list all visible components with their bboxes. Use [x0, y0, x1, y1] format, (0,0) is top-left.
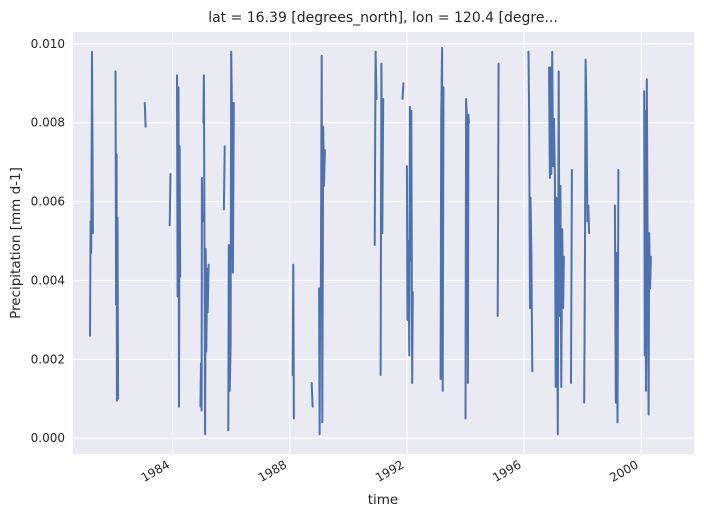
series-line-segment: [227, 50, 235, 432]
series-line-segment: [379, 62, 385, 377]
series-line-segment: [176, 74, 182, 408]
series-line-segment: [168, 173, 172, 227]
series-line-segment: [401, 82, 405, 100]
series-line-segment: [318, 54, 326, 436]
y-tick-label: 0.010: [31, 37, 65, 51]
y-tick-label: 0.004: [31, 273, 65, 287]
series-line-segment: [613, 169, 620, 424]
series-line-segment: [143, 102, 147, 128]
series-line-segment: [464, 98, 470, 420]
series-line-segment: [548, 50, 565, 436]
x-tick-label: 1988: [256, 457, 289, 484]
series-line-segment: [643, 78, 652, 416]
y-tick-label: 0.002: [31, 352, 65, 366]
chart-title: lat = 16.39 [degrees_north], lon = 120.4…: [208, 10, 558, 26]
series-line-segment: [373, 50, 378, 246]
series-line-segment: [583, 58, 591, 404]
plot-area: [73, 32, 694, 454]
series-line-segment: [114, 70, 120, 402]
y-tick-labels: 0.000 0.002 0.004 0.006 0.008 0.010: [31, 37, 65, 445]
y-tick-label: 0.000: [31, 431, 65, 445]
y-tick-label: 0.006: [31, 195, 65, 209]
series-line-segment: [527, 50, 534, 373]
x-tick-label: 1984: [139, 457, 172, 484]
series-layer: [89, 46, 652, 436]
x-tick-labels: 1984 1988 1992 1996 2000: [139, 457, 641, 484]
x-tick-label: 2000: [607, 457, 640, 484]
series-line-segment: [496, 62, 500, 317]
series-line-segment: [89, 50, 94, 337]
series-line-segment: [405, 105, 414, 384]
series-line-segment: [291, 263, 295, 420]
series-line-segment: [310, 382, 314, 408]
x-tick-label: 1996: [490, 457, 523, 484]
series-line-segment: [570, 169, 573, 384]
y-axis-label: Precipitation [mm d-1]: [8, 167, 24, 319]
series-line-segment: [202, 74, 210, 436]
series-line-segment: [222, 145, 226, 211]
x-tick-label: 1992: [373, 457, 406, 484]
series-line-segment: [439, 46, 445, 392]
series-line-segment: [199, 176, 204, 412]
y-tick-label: 0.008: [31, 116, 65, 130]
x-axis-label: time: [368, 492, 399, 508]
